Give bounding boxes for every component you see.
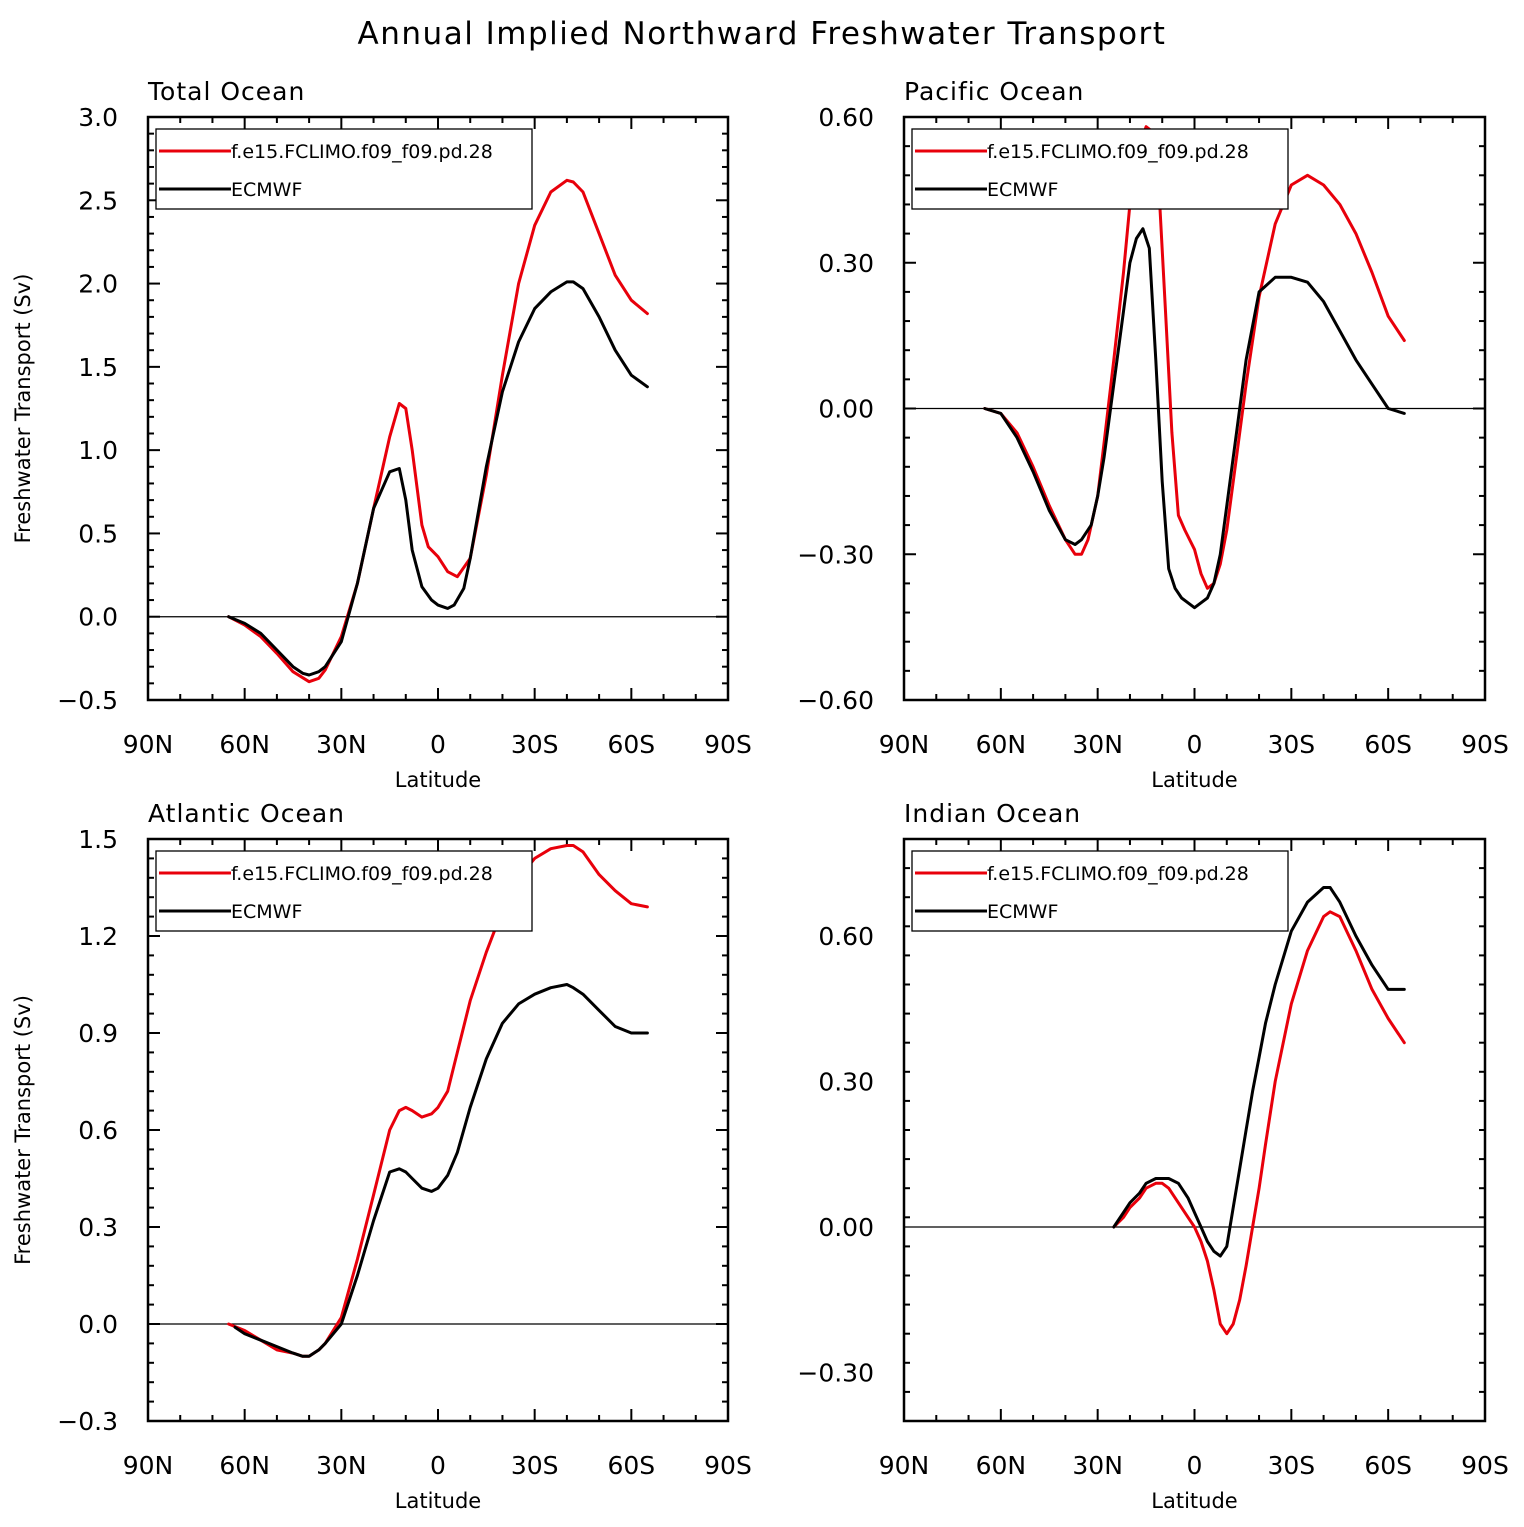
y-tick-label: −0.30 <box>797 1359 874 1388</box>
legend-box <box>911 850 1289 932</box>
x-tick-label: 30N <box>1072 1451 1123 1480</box>
legend: f.e15.FCLIMO.f09_f09.pd.28 ECMWF <box>911 850 1289 932</box>
legend-label: f.e15.FCLIMO.f09_f09.pd.28 <box>231 863 493 885</box>
y-tick-label: 0.5 <box>78 519 118 548</box>
x-tick-label: 60S <box>1364 1451 1412 1480</box>
y-tick-label: 2.0 <box>78 270 118 299</box>
y-tick-label: −0.5 <box>57 686 118 715</box>
x-tick-label: 90S <box>704 730 752 759</box>
chart-panel-4: Indian Ocean 90N 60N 30N 0 30S 60S 90S Latitude −… <box>797 799 1508 1513</box>
y-tick-label: 0.00 <box>818 395 874 424</box>
y-tick-label: 1.5 <box>78 825 118 854</box>
y-tick-label: −0.3 <box>57 1407 118 1436</box>
x-tick-label: 90N <box>879 730 930 759</box>
panel-title: Atlantic Ocean <box>148 799 345 828</box>
y-tick-label: 0.60 <box>818 103 874 132</box>
series-line-ecmwf <box>227 280 649 677</box>
series-line-model <box>983 125 1406 590</box>
x-axis-label: Latitude <box>395 1489 481 1513</box>
panel-title: Pacific Ocean <box>904 77 1084 106</box>
x-tick-label: 30N <box>1072 730 1123 759</box>
x-tick-label: 60S <box>607 1451 655 1480</box>
x-tick-label: 30S <box>1267 1451 1315 1480</box>
y-tick-label: −0.60 <box>797 686 874 715</box>
y-tick-label: 0.30 <box>818 1068 874 1097</box>
x-tick-label: 0 <box>430 1451 446 1480</box>
legend-box <box>911 128 1289 210</box>
legend-label: ECMWF <box>987 179 1058 201</box>
x-tick-label: 60N <box>219 1451 270 1480</box>
y-tick-label: 1.5 <box>78 353 118 382</box>
y-tick-label: 0.9 <box>78 1019 118 1048</box>
y-tick-label: 0.60 <box>818 922 874 951</box>
x-tick-label: 0 <box>1187 730 1203 759</box>
x-tick-label: 90S <box>704 1451 752 1480</box>
x-tick-label: 90S <box>1461 1451 1509 1480</box>
chart-panels: Total Ocean 90N 60N 30N 0 30S 60S 90S Latitude −0… <box>11 77 1509 1513</box>
y-tick-label: 0.00 <box>818 1213 874 1242</box>
panel-title: Total Ocean <box>147 77 305 106</box>
x-axis-label: Latitude <box>1151 1489 1237 1513</box>
series-line-model <box>1112 910 1406 1336</box>
x-tick-label: 30S <box>511 730 559 759</box>
x-tick-label: 60S <box>1364 730 1412 759</box>
x-axis-label: Latitude <box>1151 768 1237 792</box>
y-tick-label: 0.0 <box>78 603 118 632</box>
series-line-ecmwf <box>1112 886 1406 1258</box>
x-tick-label: 30S <box>511 1451 559 1480</box>
legend-box <box>155 128 533 210</box>
x-tick-label: 30N <box>316 1451 367 1480</box>
chart-panel-3: Atlantic Ocean 90N 60N 30N 0 30S 60S 90S Latitud… <box>11 799 752 1513</box>
y-tick-label: 1.0 <box>78 436 118 465</box>
x-tick-label: 90N <box>123 1451 174 1480</box>
x-axis-label: Latitude <box>395 768 481 792</box>
chart-panel-1: Total Ocean 90N 60N 30N 0 30S 60S 90S Latitude −0… <box>11 77 752 792</box>
x-tick-label: 0 <box>430 730 446 759</box>
y-tick-label: 0.3 <box>78 1213 118 1242</box>
legend: f.e15.FCLIMO.f09_f09.pd.28 ECMWF <box>911 128 1289 210</box>
panel-title: Indian Ocean <box>904 799 1081 828</box>
series-line-ecmwf <box>983 227 1406 610</box>
x-tick-label: 90S <box>1461 730 1509 759</box>
y-tick-label: 0.0 <box>78 1310 118 1339</box>
x-tick-label: 60S <box>607 730 655 759</box>
x-tick-label: 60N <box>976 1451 1027 1480</box>
legend-label: f.e15.FCLIMO.f09_f09.pd.28 <box>231 141 493 163</box>
legend: f.e15.FCLIMO.f09_f09.pd.28 ECMWF <box>155 850 533 932</box>
legend: f.e15.FCLIMO.f09_f09.pd.28 ECMWF <box>155 128 533 210</box>
x-tick-label: 60N <box>219 730 270 759</box>
chart-panel-2: Pacific Ocean 90N 60N 30N 0 30S 60S 90S Latitude… <box>797 77 1508 792</box>
y-axis-label: Freshwater Transport (Sv) <box>11 274 35 544</box>
series-line-model <box>227 178 649 684</box>
y-tick-label: 1.2 <box>78 922 118 951</box>
x-tick-label: 90N <box>879 1451 930 1480</box>
y-tick-label: 2.5 <box>78 186 118 215</box>
x-tick-label: 30S <box>1267 730 1315 759</box>
legend-label: ECMWF <box>987 901 1058 923</box>
x-tick-label: 30N <box>316 730 367 759</box>
x-tick-label: 90N <box>123 730 174 759</box>
y-tick-label: 0.6 <box>78 1116 118 1145</box>
y-tick-label: −0.30 <box>797 540 874 569</box>
y-tick-label: 3.0 <box>78 103 118 132</box>
y-tick-label: 0.30 <box>818 249 874 278</box>
legend-label: f.e15.FCLIMO.f09_f09.pd.28 <box>987 141 1249 163</box>
legend-label: f.e15.FCLIMO.f09_f09.pd.28 <box>987 863 1249 885</box>
x-tick-label: 0 <box>1187 1451 1203 1480</box>
legend-label: ECMWF <box>231 179 302 201</box>
series-line-ecmwf <box>233 983 649 1358</box>
legend-box <box>155 850 533 932</box>
x-tick-label: 60N <box>976 730 1027 759</box>
legend-label: ECMWF <box>231 901 302 923</box>
main-title: Annual Implied Northward Freshwater Tran… <box>358 16 1167 52</box>
y-axis-label: Freshwater Transport (Sv) <box>11 995 35 1265</box>
